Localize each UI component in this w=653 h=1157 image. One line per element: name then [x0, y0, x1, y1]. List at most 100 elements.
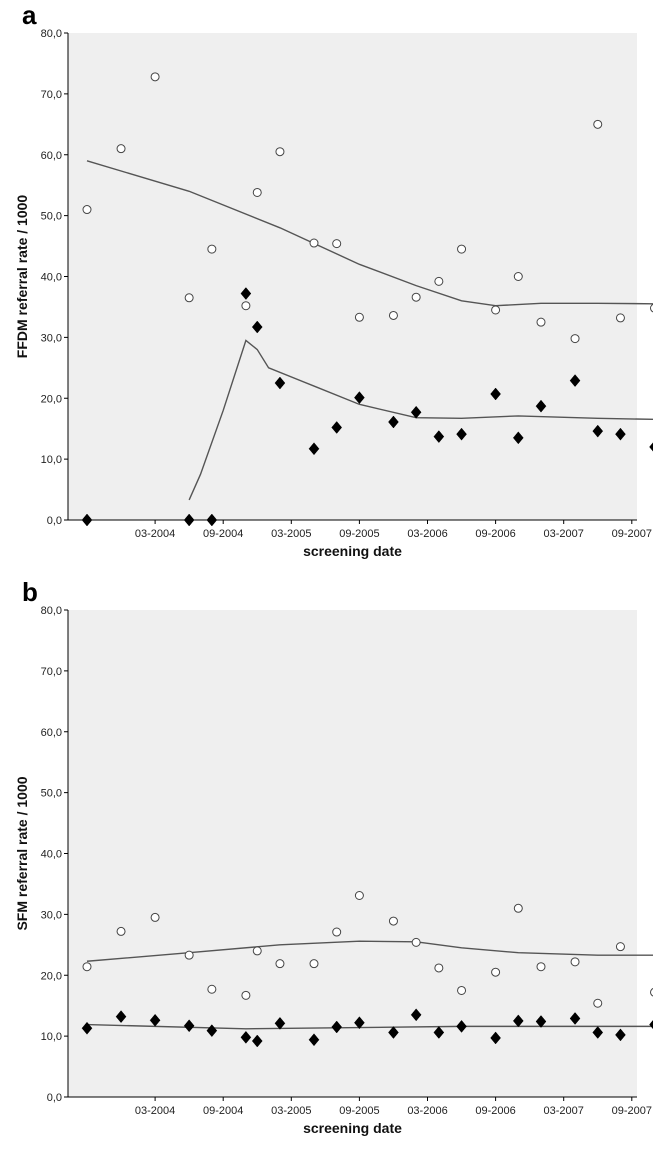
chart-panel-a: a 0,0 10,0 20,0 30,0 40,0 50,0 60,0 70,0 80,0 03-2…	[14, 0, 653, 559]
data-point-diamond	[490, 387, 501, 401]
data-point-diamond	[649, 1019, 653, 1030]
data-point-diamond	[388, 1026, 399, 1039]
x-tick-label: 09-2004	[203, 1105, 243, 1117]
data-point-diamond	[240, 287, 252, 300]
data-point-circle	[491, 967, 501, 977]
x-tick-label: 09-2007	[612, 528, 652, 540]
data-point-diamond	[354, 391, 365, 405]
data-point-diamond	[535, 399, 547, 413]
data-point-diamond	[183, 1019, 195, 1033]
data-point-circle	[615, 942, 625, 952]
data-point-diamond	[274, 376, 286, 390]
data-point-circle	[150, 912, 160, 922]
data-point-circle	[434, 963, 444, 973]
y-tick-label: 50,0	[41, 788, 62, 800]
x-tick-label: 03-2007	[544, 1105, 584, 1117]
data-point-diamond	[115, 1010, 127, 1024]
y-axis-title: SFM referral rate / 1000	[14, 776, 30, 930]
data-point-diamond	[240, 1030, 252, 1044]
data-point-diamond	[535, 1015, 547, 1028]
y-tick-label: 0,0	[47, 515, 62, 527]
y-tick-label: 10,0	[41, 454, 62, 466]
data-point-circle	[536, 962, 546, 972]
data-point-circle	[570, 957, 580, 967]
data-point-circle	[252, 187, 262, 197]
data-point-diamond	[433, 1026, 445, 1039]
data-point-circle	[650, 303, 653, 313]
data-point-circle	[116, 144, 126, 154]
x-tick-label: 09-2005	[339, 528, 379, 540]
data-point-circle	[184, 293, 194, 303]
data-point-diamond	[183, 513, 195, 527]
x-tick-label: 03-2004	[135, 1105, 175, 1117]
data-point-diamond	[456, 1019, 467, 1033]
data-point-circle	[309, 959, 319, 969]
fit-line-2	[86, 1023, 653, 1030]
data-point-circle	[354, 891, 364, 901]
y-tick-label: 30,0	[41, 332, 62, 344]
data-point-circle	[82, 962, 92, 972]
y-tick-label: 80,0	[41, 605, 62, 617]
data-point-circle	[332, 239, 342, 249]
data-point-circle	[593, 998, 603, 1008]
data-point-circle	[388, 310, 398, 320]
data-point-circle	[650, 988, 653, 997]
data-point-circle	[252, 946, 262, 956]
x-tick-label: 09-2004	[203, 528, 243, 540]
fit-line-2	[188, 339, 653, 501]
data-point-diamond	[592, 1026, 604, 1039]
data-point-diamond	[206, 513, 218, 527]
data-point-diamond	[274, 1016, 286, 1030]
plot-area	[68, 610, 637, 1097]
data-point-diamond	[331, 421, 343, 434]
y-tick-label: 30,0	[41, 909, 62, 921]
y-tick-label: 60,0	[41, 727, 62, 739]
data-point-diamond	[410, 405, 422, 419]
data-point-diamond	[354, 1016, 365, 1030]
plot-area	[68, 33, 637, 520]
data-point-circle	[434, 276, 444, 286]
x-tick-label: 09-2005	[339, 1105, 379, 1117]
data-point-circle	[241, 990, 251, 1000]
y-axis-title: FFDM referral rate / 1000	[14, 195, 30, 359]
data-point-circle	[491, 305, 501, 315]
y-tick-label: 10,0	[41, 1031, 62, 1043]
data-point-diamond	[490, 1031, 501, 1045]
y-tick-label: 70,0	[41, 666, 62, 678]
data-point-circle	[513, 272, 523, 281]
data-point-diamond	[433, 430, 445, 443]
y-tick-label: 20,0	[41, 970, 62, 982]
data-point-circle	[388, 916, 398, 926]
x-tick-label: 03-2005	[271, 528, 311, 540]
data-point-diamond	[456, 427, 467, 441]
data-point-circle	[116, 926, 126, 936]
data-point-circle	[615, 313, 625, 323]
data-point-circle	[184, 950, 194, 960]
y-tick-label: 70,0	[41, 89, 62, 101]
data-point-circle	[411, 937, 421, 947]
data-point-circle	[275, 147, 285, 157]
data-point-diamond	[615, 427, 626, 441]
data-point-diamond	[206, 1024, 218, 1038]
y-tick-label: 80,0	[41, 28, 62, 40]
x-axis-title: screening date	[303, 1120, 402, 1136]
data-point-circle	[593, 119, 603, 129]
data-point-circle	[513, 903, 523, 913]
fit-line-1	[86, 160, 653, 307]
data-point-circle	[241, 301, 251, 311]
x-tick-label: 09-2007	[612, 1105, 652, 1117]
y-tick-label: 60,0	[41, 150, 62, 162]
data-point-diamond	[331, 1020, 343, 1034]
y-tick-label: 20,0	[41, 393, 62, 405]
data-point-diamond	[512, 1014, 524, 1028]
data-point-diamond	[592, 424, 604, 438]
x-tick-label: 03-2006	[407, 1105, 447, 1117]
data-point-circle	[411, 292, 421, 302]
data-point-diamond	[615, 1028, 626, 1042]
data-point-circle	[332, 927, 342, 937]
x-tick-label: 03-2005	[271, 1105, 311, 1117]
data-point-diamond	[81, 1021, 93, 1035]
y-tick-label: 40,0	[41, 272, 62, 284]
x-axis-title: screening date	[303, 543, 402, 559]
